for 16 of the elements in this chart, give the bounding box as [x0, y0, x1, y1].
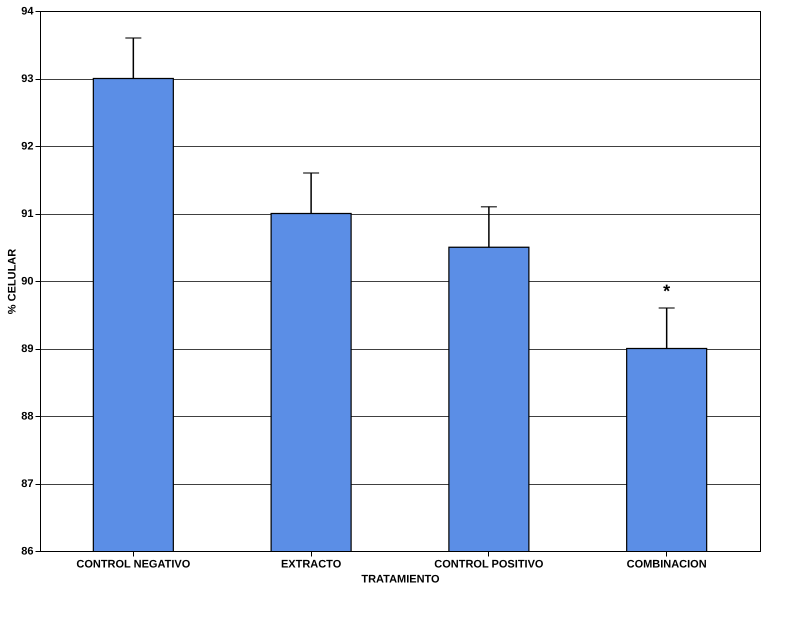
y-tick-label: 88	[21, 410, 34, 422]
x-tick-label: CONTROL POSITIVO	[434, 558, 544, 570]
x-tick-label: COMBINACION	[626, 558, 707, 570]
x-axis-title: TRATAMIENTO	[361, 574, 440, 586]
x-tick-label: EXTRACTO	[280, 558, 342, 570]
y-tick-label: 94	[21, 6, 34, 18]
y-tick-label: 92	[21, 140, 34, 152]
y-tick-label: 87	[21, 478, 34, 490]
y-axis-title: % CELULAR	[6, 248, 18, 314]
annotation: *	[663, 281, 670, 301]
y-tick-label: 89	[21, 343, 34, 355]
y-tick-label: 91	[21, 208, 34, 220]
y-tick-label: 90	[21, 276, 34, 288]
x-tick-label: CONTROL NEGATIVO	[76, 558, 191, 570]
y-tick-label: 86	[21, 546, 34, 558]
y-tick-label: 93	[21, 73, 34, 85]
